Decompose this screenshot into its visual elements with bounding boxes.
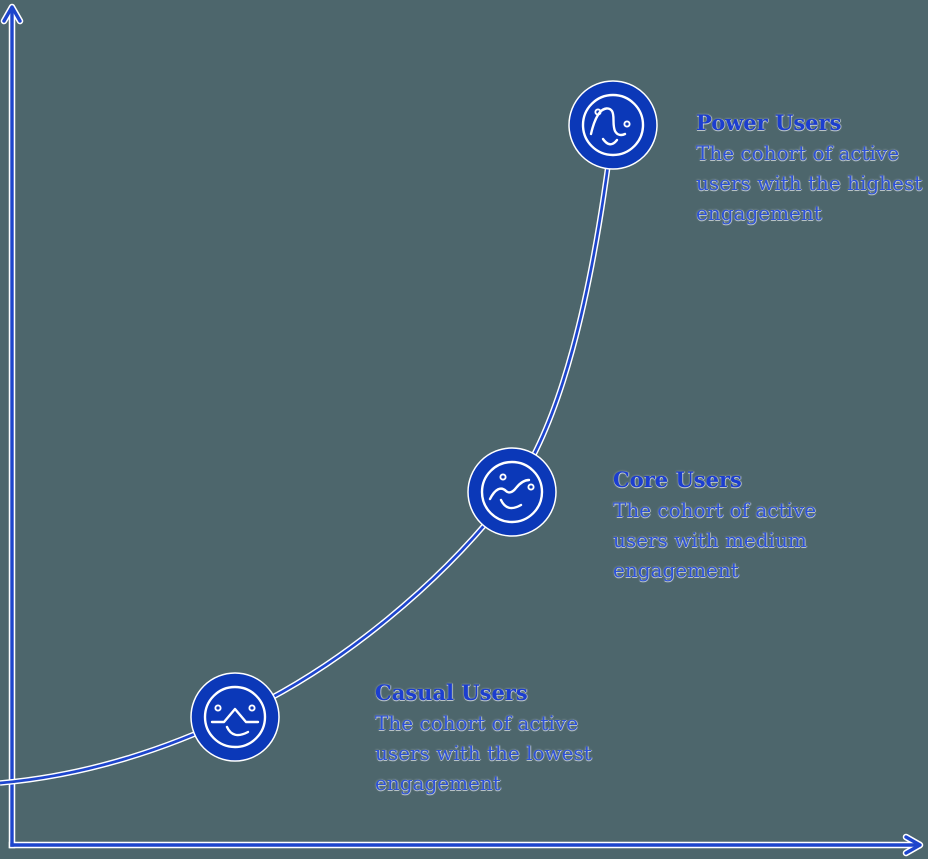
content-face-icon [203,685,267,749]
description-line: engagement [613,558,739,582]
cohort-title: Core Users [613,467,742,492]
right-eye [623,120,631,128]
description-line: The cohort of active [375,711,579,735]
loop-nose [589,107,627,137]
smile-mouth [499,498,523,510]
axes [0,3,924,857]
laughing-face-icon [581,93,645,157]
cohort-description: The cohort of active users with the high… [696,138,928,228]
right-eye [248,704,256,712]
smile-mouth [225,725,250,737]
mountain-brow [210,707,260,724]
face-outline [203,685,267,749]
description-line: The cohort of active [613,498,817,522]
description-line: users with the highest [696,171,923,195]
left-eye [499,473,507,481]
growth-curve [0,126,616,786]
cohort-node-casual [190,672,280,762]
cohort-node-power [568,80,658,170]
cohort-node-core [467,447,557,537]
up-arrow-icon [2,5,22,23]
description-line: users with medium [613,528,807,552]
cohort-title: Casual Users [375,680,528,705]
smile-mouth [601,137,619,146]
cohort-description: The cohort of active users with medium e… [613,495,853,585]
description-line: users with the lowest [375,741,592,765]
growth-curve-line [0,126,615,785]
cohort-title: Power Users [696,110,842,135]
cohort-label-core: Core Users The cohort of active users wi… [613,465,853,585]
description-line: engagement [375,771,501,795]
left-eye [214,704,222,712]
right-arrow-icon [904,835,922,855]
cohort-label-casual: Casual Users The cohort of active users … [375,678,615,798]
description-line: The cohort of active [696,141,900,165]
face-outline [581,93,645,157]
winking-face-icon [480,460,544,524]
description-line: engagement [696,201,822,225]
cohort-label-power: Power Users The cohort of active users w… [696,108,928,228]
face-outline [480,460,544,524]
wave-nose [488,478,531,501]
cohort-description: The cohort of active users with the lowe… [375,708,615,798]
right-eye [527,483,535,491]
